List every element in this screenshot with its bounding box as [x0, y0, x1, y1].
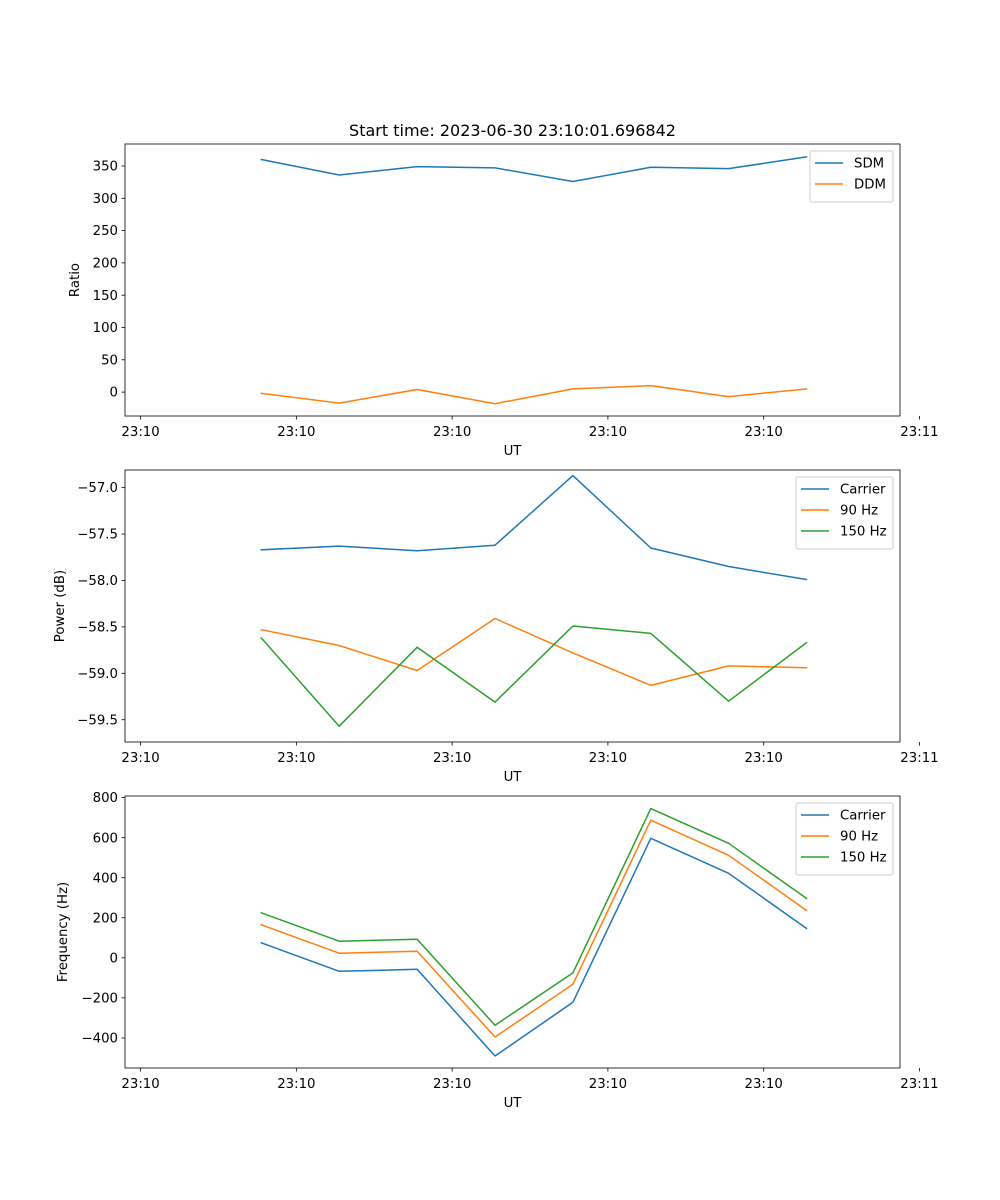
plot-frame — [124, 469, 901, 743]
legend: SDM DDM — [809, 150, 894, 203]
y-axis-label: Power (dB) — [53, 570, 68, 642]
x-tick-label: 23:10 — [121, 1077, 159, 1092]
legend: Carrier 90 Hz 150 Hz — [795, 476, 894, 550]
y-tick-label: 0 — [110, 951, 118, 966]
x-tick-label: 23:11 — [900, 1077, 938, 1092]
legend-label: 150 Hz — [840, 851, 887, 866]
x-axis-label: UT — [504, 444, 523, 459]
x-tick-label: 23:10 — [433, 425, 471, 440]
series-line-carrier — [260, 474, 808, 581]
x-tick-label: 23:10 — [433, 751, 471, 766]
y-tick-label: 600 — [93, 831, 118, 846]
legend-label: Carrier — [840, 809, 886, 824]
y-tick-label: −59.0 — [77, 667, 118, 682]
x-tick-label: 23:10 — [433, 1077, 471, 1092]
y-tick-label: 300 — [93, 192, 118, 207]
x-tick-label: 23:10 — [277, 751, 315, 766]
legend-label: Carrier — [840, 483, 886, 498]
y-tick-label: 200 — [93, 911, 118, 926]
x-tick-label: 23:10 — [277, 425, 315, 440]
series-line-ddm — [260, 384, 808, 405]
y-tick-label: 400 — [93, 871, 118, 886]
y-axis-label: Frequency (Hz) — [56, 882, 71, 982]
y-tick-label: 200 — [93, 256, 118, 271]
x-tick-label: 23:10 — [589, 1077, 627, 1092]
panels: 0 50 100 150 200 250 300 350 23:10 23:10 23:10 23:1… — [53, 143, 939, 1111]
x-tick-label: 23:10 — [589, 425, 627, 440]
x-tick-label: 23:10 — [121, 425, 159, 440]
figure-title: Start time: 2023-06-30 23:10:01.696842 — [349, 121, 676, 140]
y-tick-label: −400 — [81, 1032, 118, 1047]
legend-label: 90 Hz — [840, 830, 878, 845]
y-tick-label: −59.5 — [77, 713, 118, 728]
series-line-150-hz — [260, 807, 808, 1027]
y-tick-label: 250 — [93, 224, 118, 239]
panel-1: 0 50 100 150 200 250 300 350 23:10 23:10 23:10 23:1… — [68, 143, 939, 459]
y-tick-label: 50 — [101, 353, 118, 368]
panel-2: −59.5 −59.0 −58.5 −58.0 −57.5 −57.0 23:10 23:10… — [53, 469, 939, 785]
legend-label: 90 Hz — [840, 504, 878, 519]
y-tick-label: 100 — [93, 321, 118, 336]
y-tick-label: 800 — [93, 791, 118, 806]
series-line-150-hz — [260, 625, 808, 727]
y-axis-label: Ratio — [68, 263, 83, 297]
legend-label: DDM — [854, 178, 886, 193]
legend-label: SDM — [854, 157, 884, 172]
plot-frame — [124, 795, 901, 1069]
x-tick-label: 23:10 — [121, 751, 159, 766]
series-line-90-hz — [260, 617, 808, 687]
x-tick-label: 23:11 — [900, 751, 938, 766]
series-line-90-hz — [260, 819, 808, 1038]
legend: Carrier 90 Hz 150 Hz — [795, 802, 894, 876]
x-tick-label: 23:10 — [745, 1077, 783, 1092]
series-line-sdm — [260, 156, 808, 183]
y-tick-label: −57.5 — [77, 528, 118, 543]
y-tick-label: 150 — [93, 289, 118, 304]
y-tick-label: −58.0 — [77, 574, 118, 589]
x-tick-label: 23:10 — [277, 1077, 315, 1092]
x-tick-label: 23:10 — [745, 751, 783, 766]
x-tick-label: 23:11 — [900, 425, 938, 440]
y-tick-label: 350 — [93, 160, 118, 175]
series-line-carrier — [260, 837, 808, 1057]
x-tick-label: 23:10 — [589, 751, 627, 766]
x-axis-label: UT — [504, 770, 523, 785]
x-tick-label: 23:10 — [745, 425, 783, 440]
legend-label: 150 Hz — [840, 525, 887, 540]
x-axis-label: UT — [504, 1096, 523, 1111]
y-tick-label: 0 — [110, 386, 118, 401]
panel-3: −400 −200 0 200 400 600 800 23:10 23:10 23:10 23:1… — [56, 791, 939, 1111]
plot-frame — [124, 143, 901, 417]
y-tick-label: −58.5 — [77, 620, 118, 635]
y-tick-label: −57.0 — [77, 481, 118, 496]
y-tick-label: −200 — [81, 991, 118, 1006]
